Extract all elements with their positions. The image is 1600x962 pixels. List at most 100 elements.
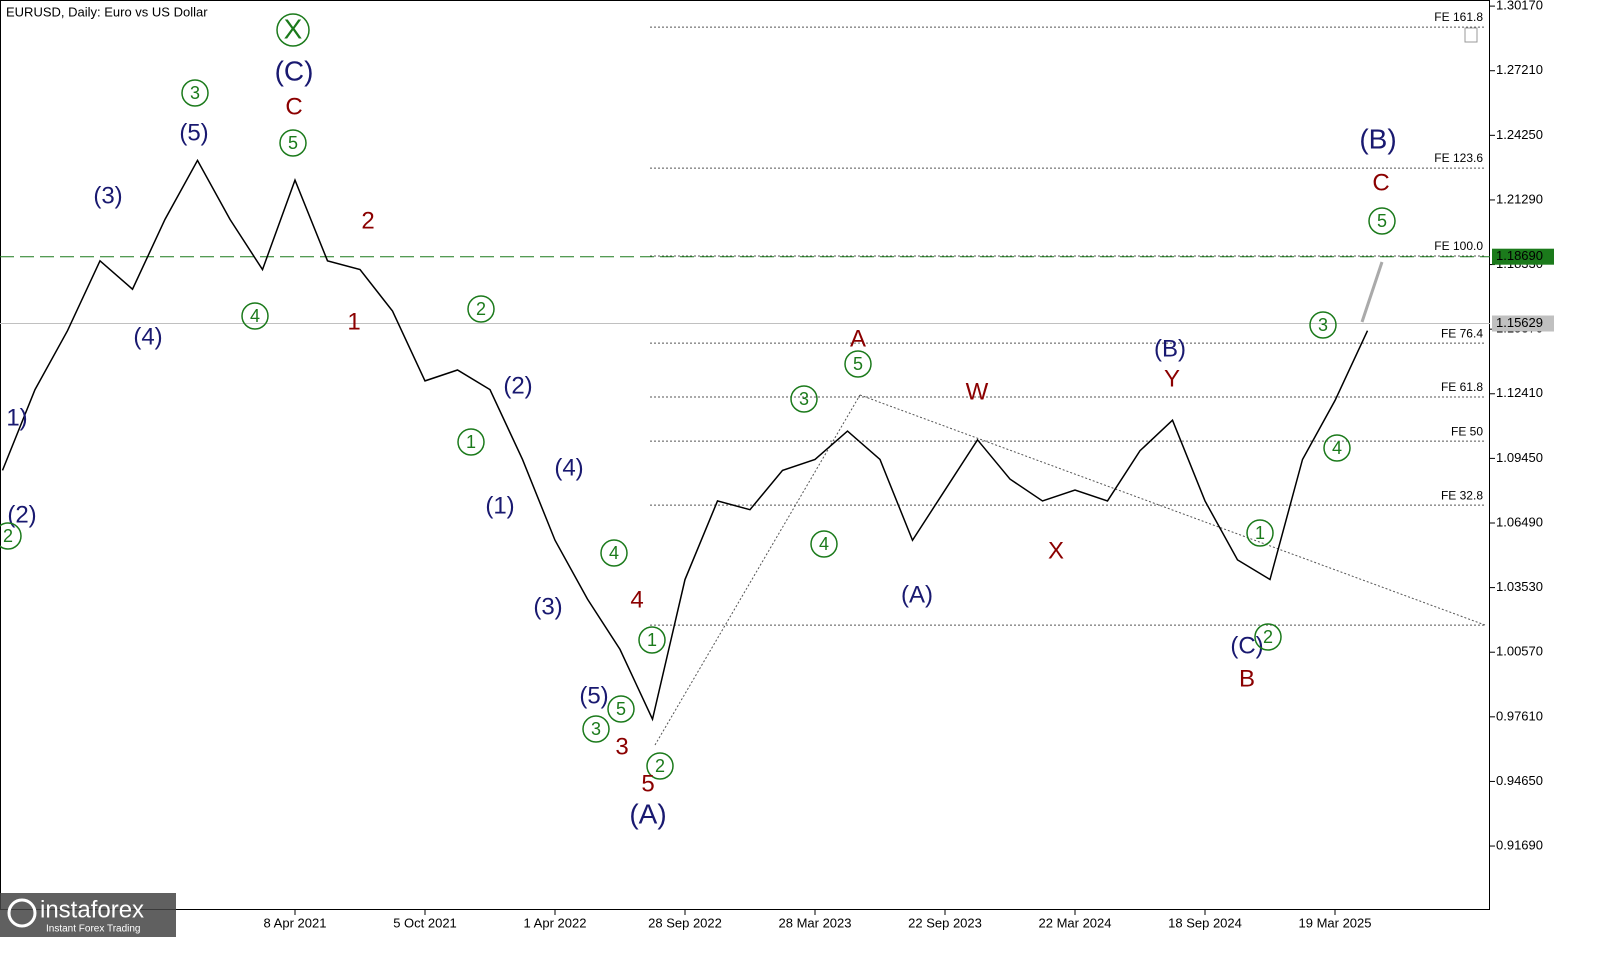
wave-label: 1 [466,432,476,452]
wave-circle [607,695,635,723]
y-tick-label: 1.27210 [1496,62,1543,77]
wave-label: (3) [93,182,122,209]
wave-label: (3) [533,593,562,620]
wave-label: 3 [1318,315,1328,335]
wave-circle [241,302,269,330]
y-tick-label: 0.91690 [1496,837,1543,852]
x-tick-label: 5 Oct 2021 [393,915,457,930]
x-tick-label: 19 Mar 2025 [1299,915,1372,930]
wave-label: (2) [503,372,532,399]
wave-label: B [1239,665,1255,692]
level-label: FE 76.4 [1441,326,1483,340]
y-tick-label: 1.12410 [1496,385,1543,400]
x-tick-label: 18 Sep 2024 [1168,915,1242,930]
wave-label: 5 [641,770,654,797]
x-tick-label: 1 Apr 2022 [524,915,587,930]
wave-circle [600,539,628,567]
y-tick-label: 1.00570 [1496,644,1543,659]
wave-label: 4 [1332,438,1342,458]
wave-circle [638,626,666,654]
logo-name: instaforex [40,896,144,923]
logo-bg [0,893,176,937]
icon [1464,27,1478,43]
wave-label: 4 [250,306,260,326]
price-box [1492,248,1554,265]
wave-label: (4) [133,323,162,350]
plot-frame [0,0,1490,910]
wave-label: 1 [347,308,360,335]
wave-label: X [284,13,303,44]
wave-circle [646,752,674,780]
wave-label: C [285,93,302,120]
wave-label: A [850,325,866,352]
logo-icon [7,898,37,928]
y-tick-label: 0.97610 [1496,708,1543,723]
wave-circle [1309,311,1337,339]
wave-circle [844,350,872,378]
wave-circle [810,530,838,558]
wave-label: C [1372,169,1389,196]
y-tick-label: 1.06490 [1496,514,1543,529]
wave-label: 5 [288,133,298,153]
wave-circle [457,428,485,456]
wave-circle [790,385,818,413]
wave-label: 2 [3,526,13,546]
chart-title: EURUSD, Daily: Euro vs US Dollar [6,4,208,19]
wave-label: (C) [275,55,314,86]
x-tick-label: 22 Sep 2023 [908,915,982,930]
wave-circle [582,715,610,743]
y-tick-label: 1.03530 [1496,579,1543,594]
level-label: FE 32.8 [1441,488,1483,502]
wave-label: 4 [819,534,829,554]
wave-label: 1) [6,404,27,431]
wave-label: 2 [1263,627,1273,647]
wave-label: 2 [476,299,486,319]
trend-line [859,394,1486,626]
wave-circle [279,129,307,157]
wave-label: 2 [361,207,374,234]
wave-label: (A) [901,581,933,608]
wave-label: 5 [1377,211,1387,231]
logo-tagline: Instant Forex Trading [46,924,141,935]
projection-line [1360,261,1384,323]
price-label: 1.15629 [1496,315,1543,330]
x-tick-label: 22 Mar 2024 [1039,915,1112,930]
wave-circle [0,522,22,550]
wave-label: 2 [655,756,665,776]
wave-circle [1254,623,1282,651]
level-label: FE 161.8 [1434,10,1483,24]
y-tick-label: 0.94650 [1496,773,1543,788]
x-tick-label: 28 Sep 2022 [648,915,722,930]
wave-circle [467,295,495,323]
wave-label: 5 [853,354,863,374]
level-label: FE 50 [1451,424,1483,438]
level-label: FE 61.8 [1441,380,1483,394]
wave-label: 4 [609,543,619,563]
wave-label: Y [1164,365,1180,392]
price-label: 1.18690 [1496,248,1543,263]
wave-label: (5) [579,682,608,709]
x-tick-label: 28 Mar 2023 [779,915,852,930]
wave-label: 3 [190,83,200,103]
wave-label: 3 [615,733,628,760]
wave-label: 5 [616,699,626,719]
wave-label: (1) [485,492,514,519]
wave-label: 1 [1255,523,1265,543]
level-label: FE 100.0 [1434,239,1483,253]
wave-circle [1368,207,1396,235]
wave-label: 3 [799,389,809,409]
wave-circle [181,79,209,107]
wave-label: (A) [629,798,666,829]
x-tick-label: 8 Apr 2021 [264,915,327,930]
y-tick-label: 1.21290 [1496,191,1543,206]
y-tick-label: 1.09450 [1496,450,1543,465]
wave-label: (B) [1154,335,1186,362]
wave-circle [276,13,310,47]
y-tick-label: 1.30170 [1496,0,1543,13]
wave-circle [1323,434,1351,462]
wave-label: X [1048,537,1064,564]
wave-label: W [966,378,989,405]
